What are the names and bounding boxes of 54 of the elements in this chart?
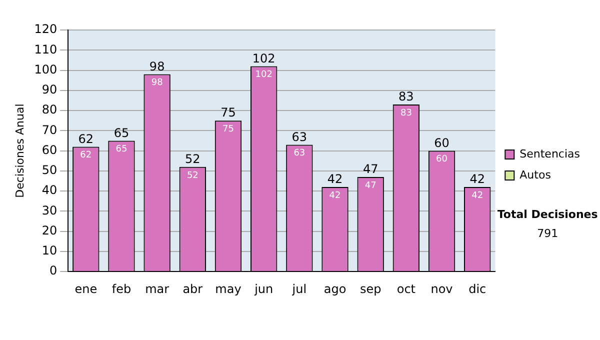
data-label: 42 — [472, 190, 484, 201]
total-label: 75 — [220, 106, 236, 120]
y-tick-label: 40 — [42, 183, 58, 198]
y-tick-label: 30 — [42, 203, 58, 218]
data-label: 65 — [116, 144, 128, 155]
x-tick-label: nov — [430, 282, 453, 296]
y-tick-label: 10 — [42, 244, 58, 258]
x-tick-label: abr — [182, 282, 203, 296]
total-label: 42 — [327, 172, 343, 186]
y-axis-title: Decisiones Anual — [13, 104, 26, 198]
x-tick-label: sep — [360, 282, 382, 296]
x-tick-label: mar — [145, 282, 170, 296]
x-tick-label: may — [215, 282, 242, 296]
legend-label: Sentencias — [520, 147, 580, 160]
y-tick-label: 20 — [42, 223, 58, 238]
data-label: 62 — [80, 150, 92, 161]
data-label: 47 — [364, 180, 376, 191]
total-label: 102 — [252, 51, 276, 66]
y-tick-label: 100 — [34, 62, 58, 76]
x-tick-label: jun — [254, 282, 274, 296]
data-label: 83 — [400, 108, 412, 118]
y-tick-label: 0 — [49, 264, 58, 278]
total-label: 42 — [470, 172, 485, 186]
data-label: 75 — [222, 124, 234, 134]
total-label: 60 — [434, 136, 450, 150]
x-tick-label: dic — [468, 282, 486, 296]
text: Total Decisiones — [497, 208, 598, 221]
data-label: 52 — [186, 170, 198, 181]
x-tick-label: feb — [112, 282, 132, 296]
total-label: 83 — [398, 90, 414, 104]
y-tick-label: 120 — [34, 22, 58, 36]
y-tick-label: 110 — [34, 42, 58, 56]
total-label: 52 — [185, 152, 200, 166]
data-label: 63 — [294, 148, 306, 159]
data-label: 60 — [436, 154, 448, 165]
y-tick-label: 50 — [42, 163, 58, 178]
total-label: 63 — [292, 130, 308, 144]
y-tick-label: 90 — [42, 82, 58, 97]
legend-label: Autos — [520, 168, 552, 182]
text: 791 — [537, 226, 558, 240]
data-label: 42 — [329, 190, 341, 201]
x-tick-label: ene — [74, 282, 98, 296]
data-label: 98 — [151, 78, 164, 88]
x-tick-label: jul — [291, 282, 307, 296]
x-tick-label: oct — [396, 282, 416, 296]
y-tick-label: 80 — [42, 102, 58, 117]
x-tick-label: ago — [324, 282, 346, 296]
total-label: 98 — [149, 59, 165, 74]
y-tick-label: 70 — [42, 122, 58, 137]
y-tick-label: 60 — [42, 142, 58, 157]
total-label: 47 — [362, 162, 378, 176]
total-label: 65 — [114, 126, 130, 140]
data-label: 102 — [255, 70, 272, 80]
total-label: 62 — [78, 132, 94, 146]
